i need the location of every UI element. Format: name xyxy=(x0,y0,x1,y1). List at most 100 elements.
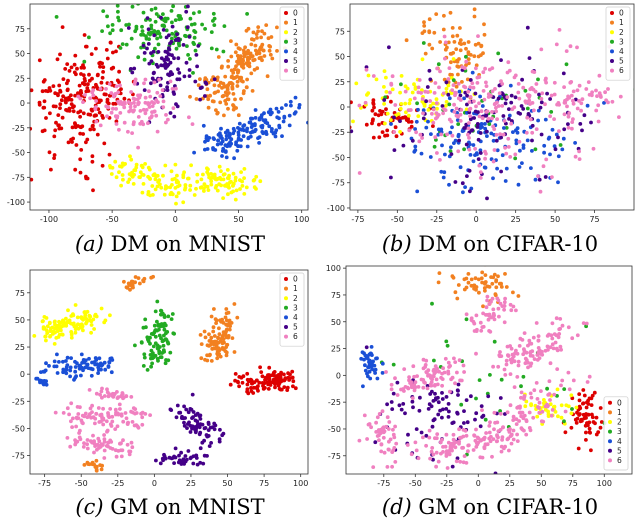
point xyxy=(457,89,462,94)
caption-b: (b) DM on CIFAR-10 xyxy=(350,232,630,256)
cluster-b-6 xyxy=(357,28,621,194)
point xyxy=(144,108,149,112)
point xyxy=(211,146,215,150)
point xyxy=(453,180,458,184)
point xyxy=(484,80,488,85)
point xyxy=(427,68,432,73)
point xyxy=(514,308,518,313)
point xyxy=(565,104,569,109)
point xyxy=(107,360,112,364)
point xyxy=(90,460,95,465)
legend-label: 5 xyxy=(617,446,622,455)
point xyxy=(403,115,407,120)
point xyxy=(101,443,105,447)
point xyxy=(440,143,444,148)
point xyxy=(172,331,177,336)
point xyxy=(80,420,85,425)
point xyxy=(233,197,238,202)
x-tick-label: 25 xyxy=(186,479,196,488)
point xyxy=(458,112,463,117)
point xyxy=(521,85,526,90)
point xyxy=(481,89,486,93)
point xyxy=(517,419,521,423)
point xyxy=(171,455,176,460)
point xyxy=(171,4,176,9)
point xyxy=(410,396,415,400)
point xyxy=(78,131,83,136)
point xyxy=(413,380,418,385)
point xyxy=(456,393,460,397)
legend-label: 6 xyxy=(293,66,298,75)
point xyxy=(416,456,421,461)
point xyxy=(382,69,387,73)
point xyxy=(209,30,214,34)
point xyxy=(364,345,369,350)
point xyxy=(169,317,174,321)
point xyxy=(80,361,84,365)
point xyxy=(161,343,166,348)
point xyxy=(83,365,88,370)
point xyxy=(473,109,478,114)
point xyxy=(142,81,146,86)
point xyxy=(188,16,193,21)
legend-label: 6 xyxy=(619,66,624,75)
point xyxy=(169,39,174,44)
point xyxy=(184,407,189,412)
point xyxy=(360,350,365,355)
point xyxy=(47,321,52,326)
point xyxy=(408,98,413,102)
point xyxy=(371,98,376,103)
point xyxy=(209,179,214,184)
points-c xyxy=(32,274,298,473)
point xyxy=(99,389,104,394)
point xyxy=(471,319,476,324)
point xyxy=(594,415,599,420)
point xyxy=(138,170,143,175)
cluster-a-6 xyxy=(192,95,308,161)
point xyxy=(287,123,292,128)
point xyxy=(494,105,498,110)
point xyxy=(435,366,439,371)
point xyxy=(507,113,512,118)
point xyxy=(105,429,109,434)
point xyxy=(102,433,106,437)
point xyxy=(206,188,211,193)
point xyxy=(584,430,588,435)
point xyxy=(42,105,47,110)
point xyxy=(86,112,91,117)
legend-label: 1 xyxy=(617,408,622,417)
point xyxy=(394,134,399,139)
point xyxy=(155,343,160,348)
point xyxy=(90,159,95,164)
point xyxy=(473,438,478,443)
point xyxy=(149,23,154,28)
point xyxy=(182,420,186,425)
point xyxy=(214,108,218,112)
point xyxy=(61,359,65,364)
point xyxy=(293,386,298,391)
point xyxy=(521,352,526,357)
point xyxy=(201,123,206,128)
legend-label: 2 xyxy=(293,294,298,303)
point xyxy=(440,397,445,401)
point xyxy=(223,143,228,148)
point xyxy=(267,48,272,53)
point xyxy=(466,449,470,454)
point xyxy=(434,116,438,121)
cluster-a-5 xyxy=(54,4,250,75)
point xyxy=(524,432,529,437)
point xyxy=(462,454,467,458)
point xyxy=(261,48,266,53)
point xyxy=(173,186,178,190)
point xyxy=(190,122,195,126)
point xyxy=(385,402,389,407)
point xyxy=(42,128,47,133)
point xyxy=(554,132,559,137)
point xyxy=(94,113,98,118)
point xyxy=(548,398,552,402)
point xyxy=(427,42,432,47)
point xyxy=(85,137,90,142)
point xyxy=(136,102,141,107)
point xyxy=(429,449,434,454)
point xyxy=(516,363,521,368)
